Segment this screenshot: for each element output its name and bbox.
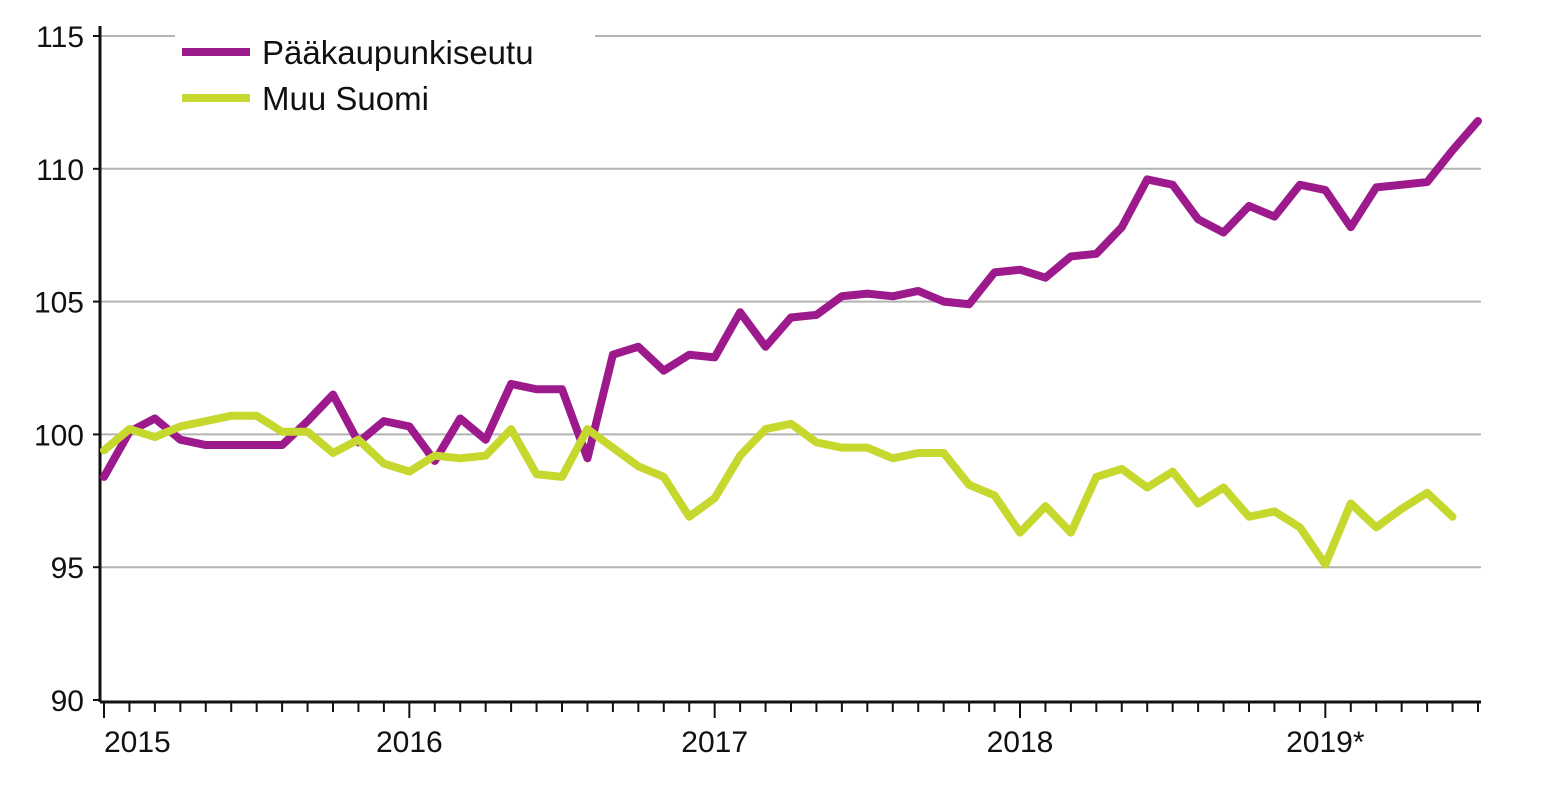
y-tick-label: 90 (51, 685, 84, 718)
x-axis-ticks: 2015 2016 2017 2018 2019* (103, 702, 1479, 759)
y-tick-label: 95 (51, 552, 84, 585)
x-tick-label: 2015 (104, 726, 171, 759)
series-line-paakaupunkiseutu (100, 116, 1482, 481)
legend: Pääkaupunkiseutu Muu Suomi (175, 30, 595, 125)
y-tick-label: 110 (36, 154, 84, 187)
x-tick-label: 2017 (681, 726, 748, 759)
axes (98, 26, 1481, 704)
x-tick-label: 2016 (376, 726, 443, 759)
x-tick-label: 2018 (987, 726, 1054, 759)
legend-label-paakaupunkiseutu: Pääkaupunkiseutu (262, 34, 534, 71)
series-line-muu-suomi (100, 411, 1457, 569)
x-tick-label: 2019* (1286, 726, 1365, 759)
y-tick-label: 115 (36, 21, 84, 54)
legend-label-muu-suomi: Muu Suomi (262, 80, 429, 117)
y-tick-label: 100 (34, 419, 84, 452)
y-axis-ticks: 90 95 100 105 110 115 (34, 21, 100, 718)
legend-background (175, 30, 595, 125)
series-lines (100, 116, 1482, 569)
y-tick-label: 105 (34, 287, 84, 320)
